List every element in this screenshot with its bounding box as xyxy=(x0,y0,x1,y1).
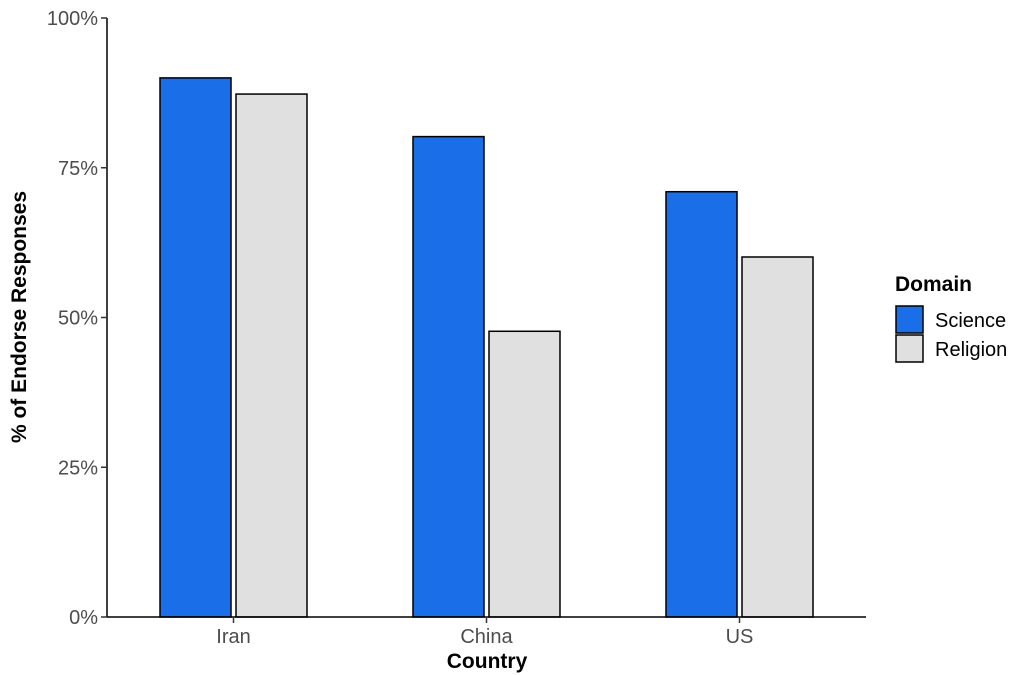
bar-science-us xyxy=(665,190,738,618)
bar-science-china xyxy=(412,135,485,618)
y-tick-label: 100% xyxy=(47,8,98,30)
y-tick-label: 50% xyxy=(58,308,98,330)
bar-religion-iran xyxy=(235,93,308,618)
legend-swatch-science xyxy=(895,305,924,334)
x-tick-label: Iran xyxy=(216,626,250,648)
legend-label-religion: Religion xyxy=(935,339,1007,361)
bar-religion-us xyxy=(741,256,814,618)
y-tick-label: 25% xyxy=(58,457,98,479)
x-ticks: Iran China US xyxy=(216,617,753,648)
legend-title: Domain xyxy=(895,273,972,296)
x-tick-label: China xyxy=(460,626,513,648)
y-ticks: 0% 25% 50% 75% 100% xyxy=(47,8,107,629)
y-tick-label: 75% xyxy=(58,158,98,180)
legend: Domain Science Religion xyxy=(895,273,1007,363)
bar-religion-china xyxy=(488,330,561,618)
legend-swatch-religion xyxy=(895,334,924,363)
x-axis-title: Country xyxy=(447,650,528,673)
y-axis-title: % of Endorse Responses xyxy=(8,191,31,443)
bars-layer xyxy=(159,77,814,618)
y-tick-label: 0% xyxy=(69,607,98,629)
bar-science-iran xyxy=(159,77,232,618)
x-tick-label: US xyxy=(726,626,754,648)
legend-label-science: Science xyxy=(935,310,1006,332)
